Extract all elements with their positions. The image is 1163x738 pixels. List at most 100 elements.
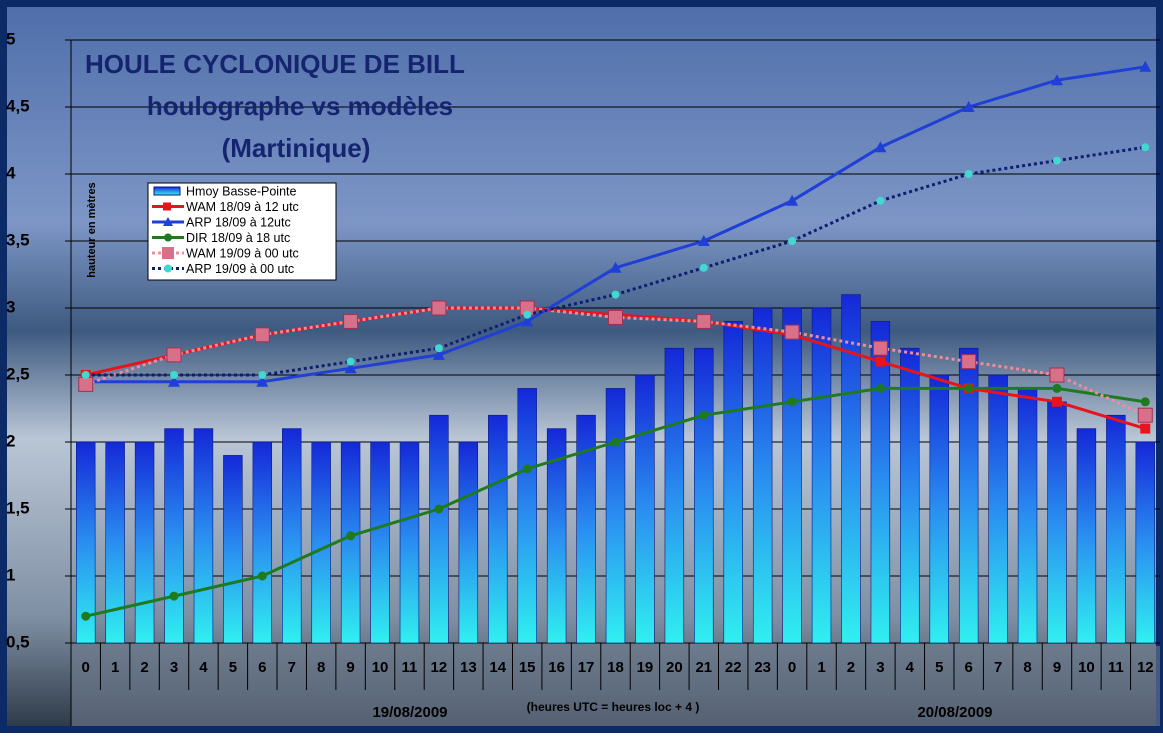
bar (989, 375, 1008, 643)
marker (1053, 157, 1061, 165)
x-tick-label: 2 (140, 659, 148, 676)
x-tick-label: 10 (372, 659, 389, 676)
x-tick-label: 17 (578, 659, 595, 676)
marker (79, 377, 93, 391)
marker (1140, 424, 1150, 434)
bar (312, 442, 331, 643)
marker (876, 384, 885, 393)
bar (341, 442, 360, 643)
bar (400, 442, 419, 643)
date-label: 20/08/2009 (917, 704, 992, 721)
marker (788, 397, 797, 406)
bar (930, 375, 949, 643)
marker (347, 358, 355, 366)
y-tick-label: 2 (6, 431, 15, 450)
legend-swatch (154, 187, 180, 195)
bar (1018, 388, 1037, 643)
legend-label: ARP 18/09 à 12utc (186, 215, 291, 229)
chart-title: HOULE CYCLONIQUE DE BILL (85, 49, 465, 79)
marker (1141, 143, 1149, 151)
bar (724, 321, 743, 643)
x-tick-label: 3 (876, 659, 884, 676)
bar (459, 442, 478, 643)
legend-label: WAM 19/09 à 00 utc (186, 246, 299, 260)
x-tick-label: 12 (1137, 659, 1154, 676)
bar (165, 429, 184, 643)
x-tick-label: 9 (346, 659, 354, 676)
marker (875, 357, 885, 367)
bar (842, 295, 861, 643)
x-tick-label: 1 (111, 659, 119, 676)
y-tick-label: 1,5 (6, 498, 30, 517)
x-tick-label: 15 (519, 659, 536, 676)
marker (346, 531, 355, 540)
x-tick-label: 8 (1023, 659, 1031, 676)
bar (488, 415, 507, 643)
chart: 0,511,522,533,544,5501234567891011121314… (0, 0, 1163, 733)
marker (612, 291, 620, 299)
x-tick-label: 7 (994, 659, 1002, 676)
y-tick-label: 3,5 (6, 230, 30, 249)
x-tick-label: 4 (906, 659, 915, 676)
marker (523, 464, 532, 473)
marker (876, 197, 884, 205)
x-tick-label: 4 (199, 659, 208, 676)
legend-marker (164, 265, 172, 273)
bar (223, 455, 242, 643)
y-tick-label: 5 (6, 29, 15, 48)
bar (783, 308, 802, 643)
x-tick-label: 8 (317, 659, 325, 676)
x-tick-label: 20 (666, 659, 683, 676)
marker (785, 325, 799, 339)
legend-label: WAM 18/09 à 12 utc (186, 200, 299, 214)
marker (700, 264, 708, 272)
bar (812, 308, 831, 643)
marker (611, 438, 620, 447)
bar (194, 429, 213, 643)
y-tick-label: 4,5 (6, 96, 30, 115)
marker (82, 371, 90, 379)
legend-marker (164, 234, 172, 242)
bar (371, 442, 390, 643)
x-tick-label: 12 (431, 659, 448, 676)
marker (965, 170, 973, 178)
marker (435, 344, 443, 352)
y-tick-label: 4 (6, 163, 16, 182)
marker (697, 314, 711, 328)
bar (1106, 415, 1125, 643)
bar (135, 442, 154, 643)
x-tick-label: 3 (170, 659, 178, 676)
x-tick-label: 23 (754, 659, 771, 676)
chart-subtitle: (Martinique) (222, 133, 371, 163)
legend-label: Hmoy Basse-Pointe (186, 184, 297, 198)
x-tick-label: 10 (1078, 659, 1095, 676)
marker (344, 314, 358, 328)
marker (1052, 397, 1062, 407)
legend-marker (162, 247, 174, 259)
x-tick-label: 5 (935, 659, 943, 676)
y-tick-label: 0,5 (6, 632, 30, 651)
x-tick-label: 18 (607, 659, 624, 676)
marker (81, 612, 90, 621)
marker (1141, 397, 1150, 406)
bar (282, 429, 301, 643)
marker (962, 355, 976, 369)
legend-marker (163, 203, 171, 211)
page: 0,511,522,533,544,5501234567891011121314… (0, 0, 1163, 738)
marker (873, 341, 887, 355)
x-tick-label: 11 (402, 659, 418, 676)
date-label: 19/08/2009 (372, 704, 447, 721)
x-tick-label: 0 (788, 659, 796, 676)
marker (170, 371, 178, 379)
marker (434, 505, 443, 514)
x-tick-label: 21 (695, 659, 712, 676)
y-tick-label: 3 (6, 297, 15, 316)
bar (665, 348, 684, 643)
x-note: (heures UTC = heures loc + 4 ) (527, 700, 700, 714)
x-tick-label: 0 (82, 659, 90, 676)
y-tick-label: 2,5 (6, 364, 30, 383)
x-tick-label: 11 (1108, 659, 1124, 676)
x-tick-label: 16 (548, 659, 565, 676)
bar (1048, 402, 1067, 643)
